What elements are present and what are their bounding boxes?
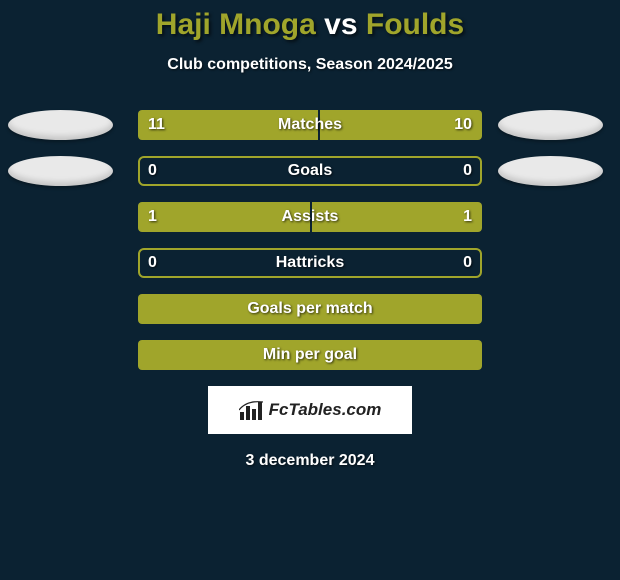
stat-value-right: 0	[463, 254, 472, 272]
stat-bar-divider	[318, 110, 320, 140]
stat-row: 00Hattricks	[138, 248, 482, 278]
vs-text: vs	[324, 8, 357, 41]
player2-ellipse	[498, 156, 603, 186]
stat-bar-divider	[310, 202, 312, 232]
stat-value-right: 1	[463, 208, 472, 226]
player2-ellipse	[498, 110, 603, 140]
stat-row: Min per goal	[138, 340, 482, 370]
subtitle: Club competitions, Season 2024/2025	[0, 56, 620, 74]
player1-ellipse	[8, 110, 113, 140]
stat-bar-outline	[138, 248, 482, 278]
stat-bar-right	[310, 202, 482, 232]
stat-value-left: 0	[148, 162, 157, 180]
stat-value-right: 0	[463, 162, 472, 180]
stat-bar-left	[138, 340, 482, 370]
player2-name: Foulds	[366, 8, 464, 41]
chart-bars-icon	[239, 400, 263, 420]
stat-value-left: 11	[148, 116, 165, 134]
branding-text: FcTables.com	[269, 400, 382, 420]
stat-value-right: 10	[454, 116, 472, 134]
stat-row: Goals per match	[138, 294, 482, 324]
date-label: 3 december 2024	[0, 452, 620, 470]
stat-row: 1110Matches	[138, 110, 482, 140]
stat-row: 00Goals	[138, 156, 482, 186]
comparison-title: Haji Mnoga vs Foulds	[0, 0, 620, 42]
stat-bar-left	[138, 202, 310, 232]
stat-bar-left	[138, 110, 318, 140]
stat-value-left: 1	[148, 208, 157, 226]
branding-badge: FcTables.com	[208, 386, 412, 434]
comparison-chart: 1110Matches00Goals11Assists00HattricksGo…	[0, 110, 620, 370]
stat-bar-left	[138, 294, 482, 324]
player1-ellipse	[8, 156, 113, 186]
player1-name: Haji Mnoga	[156, 8, 316, 41]
stat-value-left: 0	[148, 254, 157, 272]
stat-bar-outline	[138, 156, 482, 186]
stat-row: 11Assists	[138, 202, 482, 232]
